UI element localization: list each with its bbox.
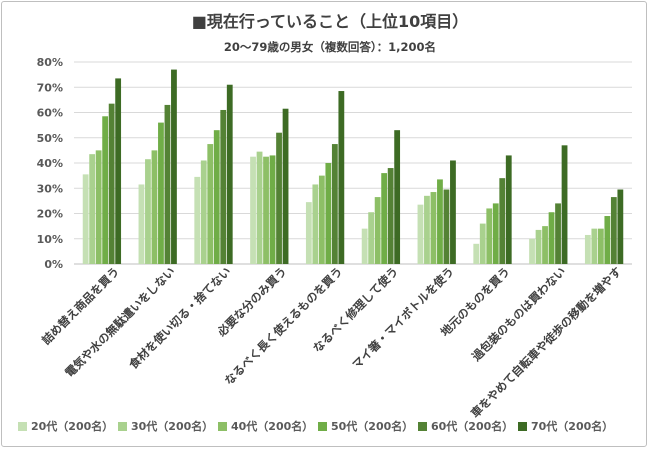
bar <box>338 91 345 264</box>
legend-swatch <box>418 422 427 431</box>
bar <box>430 192 437 264</box>
bar <box>220 109 227 264</box>
bar <box>604 216 611 264</box>
legend: 20代（200名） 30代（200名） 40代（200名） 50代（200名） 60代（… <box>18 419 613 433</box>
bar <box>492 203 499 264</box>
bar <box>305 202 312 264</box>
bar <box>276 132 282 264</box>
legend-label: 50代（200名） <box>331 419 413 433</box>
bar <box>561 145 568 264</box>
bar <box>417 204 424 264</box>
bar <box>115 78 122 264</box>
bar <box>256 151 263 264</box>
bar <box>529 238 535 264</box>
bar <box>325 163 332 264</box>
bar <box>387 168 394 264</box>
y-tick-label: 50% <box>37 132 63 145</box>
legend-swatch <box>18 422 27 431</box>
legend-swatch <box>218 422 227 431</box>
bar <box>138 184 145 264</box>
bar <box>374 197 381 264</box>
bar <box>171 69 177 264</box>
bar <box>591 228 598 264</box>
bar <box>499 178 506 264</box>
legend-swatch <box>518 422 527 431</box>
bar <box>213 130 220 264</box>
bar <box>610 197 617 264</box>
y-tick-label: 70% <box>37 81 63 94</box>
x-category-label: 食材を使い切る・捨てない <box>126 264 233 371</box>
bar <box>250 156 256 264</box>
bar <box>443 189 450 264</box>
bar <box>108 103 115 264</box>
legend-label: 70代（200名） <box>531 419 613 433</box>
chart-subtitle: 20～79歳の男女（複数回答）：1,200名 <box>224 40 436 54</box>
x-category-label: マイ箸・マイボトルを使う <box>349 264 456 371</box>
bar <box>312 184 319 264</box>
y-tick-label: 10% <box>37 233 63 246</box>
bar <box>89 154 96 264</box>
legend-label: 30代（200名） <box>131 419 213 433</box>
bar <box>394 130 401 264</box>
x-axis: 詰め替え商品を買う電気や水の無駄遣いをしない食材を使い切る・捨てない必要な分のみ… <box>39 264 624 420</box>
bar <box>200 160 207 264</box>
bar <box>282 108 289 265</box>
chart-title: ■現在行っていること（上位10項目） <box>192 12 469 31</box>
bar <box>486 208 493 264</box>
bar <box>164 104 171 264</box>
legend-label: 40代（200名） <box>231 419 313 433</box>
legend-label: 60代（200名） <box>431 419 513 433</box>
y-tick-label: 40% <box>37 157 63 170</box>
bar <box>617 189 624 264</box>
bar <box>226 84 233 264</box>
bar <box>145 159 151 264</box>
bar <box>158 122 164 264</box>
legend-label: 20代（200名） <box>31 419 113 433</box>
bar <box>318 175 325 264</box>
bar <box>269 155 276 264</box>
bar <box>473 243 480 264</box>
bar <box>548 212 555 264</box>
bar <box>584 234 591 264</box>
bar <box>95 150 102 264</box>
bar <box>82 174 89 264</box>
bar <box>263 156 269 264</box>
y-tick-label: 20% <box>37 208 63 221</box>
legend-swatch <box>118 422 127 431</box>
bar <box>450 160 456 264</box>
bar <box>207 144 214 264</box>
y-tick-label: 30% <box>37 182 63 195</box>
y-axis: 0% 10% 20% 30% 40% 50% 60% 70% 80% <box>37 56 632 271</box>
x-category-label: なるべく長く使えるものを買う <box>222 264 346 388</box>
bar <box>381 173 388 264</box>
bars <box>82 69 624 265</box>
gridlines <box>74 61 632 240</box>
bar <box>194 176 201 264</box>
x-category-label: 過包装のものは買わない <box>468 264 568 364</box>
bar <box>102 116 109 264</box>
bar <box>151 150 158 264</box>
bar <box>542 226 548 264</box>
bar <box>361 228 368 264</box>
y-tick-label: 0% <box>44 258 63 271</box>
bar <box>505 155 512 264</box>
y-tick-label: 60% <box>37 107 63 120</box>
bar <box>535 229 542 264</box>
bar <box>331 144 338 264</box>
bar <box>368 212 375 264</box>
x-category-label: 電気や水の無駄遣いをしない <box>62 264 178 380</box>
legend-swatch <box>318 422 327 431</box>
y-tick-label: 80% <box>37 56 63 69</box>
bar <box>424 195 430 264</box>
bar <box>597 228 604 264</box>
bar <box>555 203 561 264</box>
bar <box>479 223 486 264</box>
bar <box>437 179 443 264</box>
